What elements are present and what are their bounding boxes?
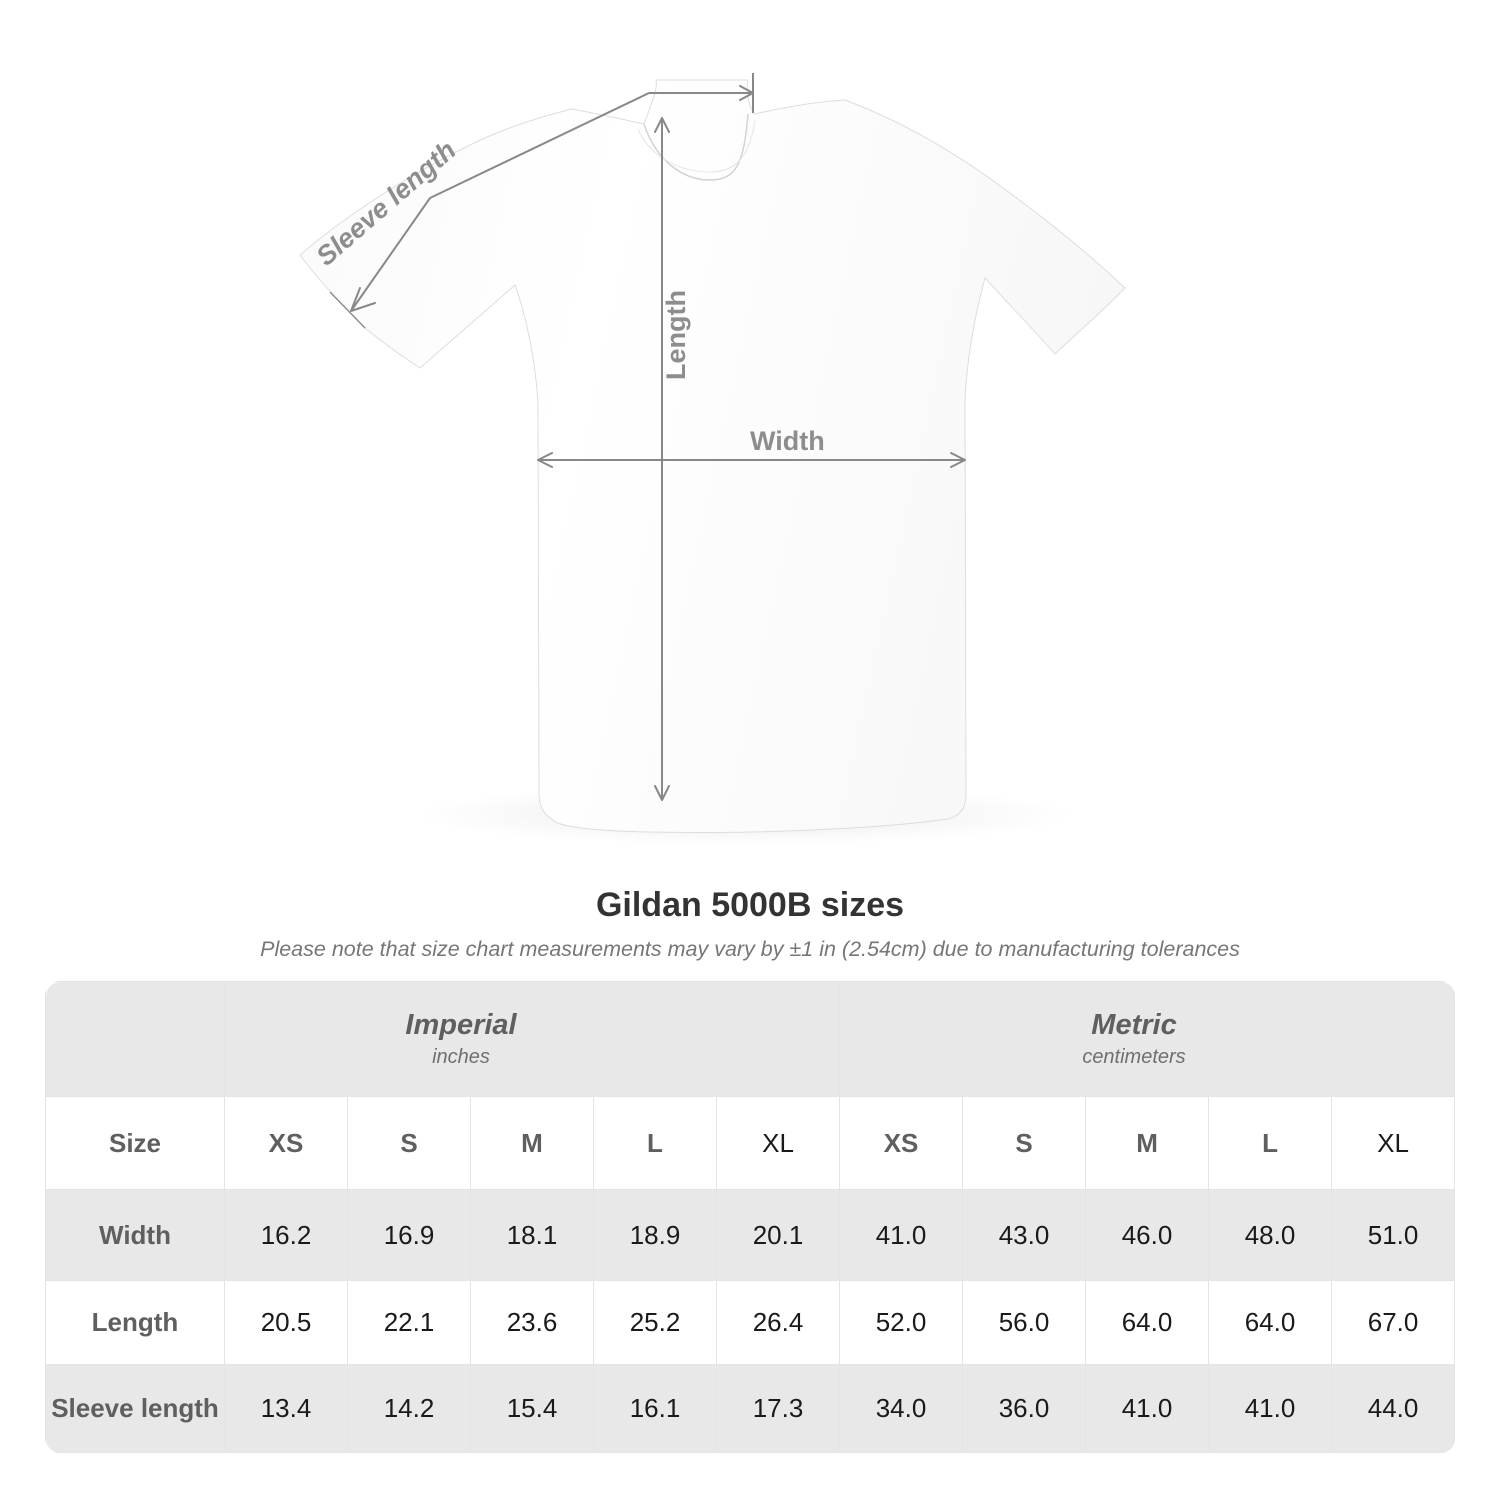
svg-text:Length: Length bbox=[661, 290, 691, 380]
svg-text:Width: Width bbox=[750, 426, 825, 456]
